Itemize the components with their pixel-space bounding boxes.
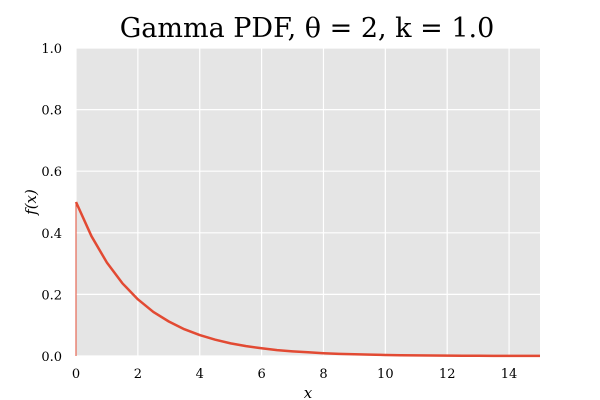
x-axis-ticks: 0 2 4 6 8 10 12 14 (72, 367, 517, 382)
gamma-pdf-line (74, 201, 541, 358)
x-tick-label: 6 (257, 367, 265, 382)
x-tick-label: 10 (377, 367, 394, 382)
x-tick-label: 4 (196, 367, 204, 382)
y-tick-label: 0.4 (41, 227, 62, 242)
grid-lines (75, 47, 540, 357)
chart-title: Gamma PDF, θ = 2, k = 1.0 (120, 13, 495, 44)
y-tick-label: 0.6 (41, 165, 62, 180)
y-axis-ticks: 0.0 0.2 0.4 0.6 0.8 1.0 (41, 42, 62, 365)
plot-area (76, 48, 540, 356)
y-tick-label: 0.8 (41, 104, 62, 119)
y-tick-label: 0.0 (41, 350, 62, 365)
series-lines (74, 201, 541, 358)
y-tick-label: 0.2 (41, 288, 62, 303)
y-axis-label: f(x) (22, 189, 40, 216)
y-tick-label: 1.0 (41, 42, 62, 57)
x-tick-label: 14 (501, 367, 518, 382)
x-tick-label: 0 (72, 367, 80, 382)
x-axis-label: x (304, 384, 313, 400)
x-tick-label: 8 (319, 367, 327, 382)
x-tick-label: 2 (134, 367, 142, 382)
x-tick-label: 12 (439, 367, 456, 382)
